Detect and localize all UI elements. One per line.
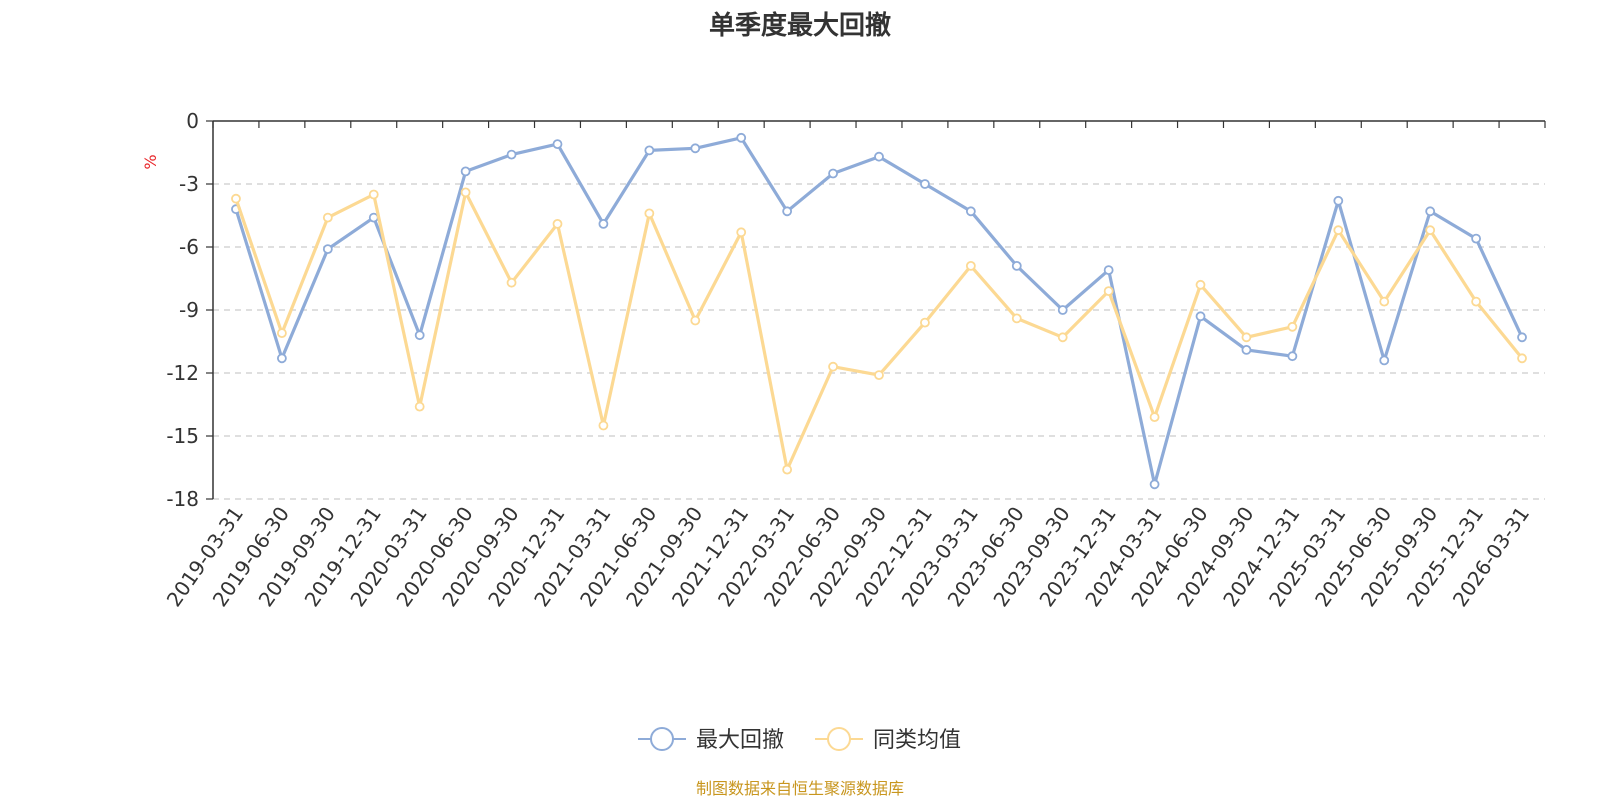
- data-point: [1425, 225, 1436, 236]
- y-tick-labels: 0 -3 -6 -9 -12 -15 -18: [166, 109, 199, 511]
- legend[interactable]: 最大回撤 同类均值: [638, 727, 961, 753]
- data-point: [506, 277, 517, 288]
- legend-marker: [650, 727, 674, 751]
- y-tick-label: -18: [166, 487, 199, 511]
- series-1: [231, 132, 1527, 490]
- data-point: [828, 361, 838, 372]
- data-point: [965, 206, 976, 217]
- source-note: 制图数据来自恒生聚源数据库: [696, 779, 904, 798]
- data-point: [1425, 206, 1436, 217]
- data-point: [1379, 296, 1390, 307]
- gridlines: [213, 183, 1545, 500]
- data-point: [1333, 195, 1344, 206]
- y-tick-label: -15: [166, 424, 199, 448]
- data-point: [920, 179, 930, 189]
- data-point: [1379, 355, 1390, 366]
- y-axis-unit: %: [141, 154, 160, 169]
- legend-item-2[interactable]: 同类均值: [815, 727, 961, 753]
- data-point: [460, 166, 471, 177]
- data-point: [1011, 313, 1022, 324]
- data-point: [1149, 479, 1160, 490]
- legend-marker: [827, 727, 851, 751]
- data-point: [965, 260, 976, 271]
- data-point: [1517, 332, 1527, 343]
- data-point: [736, 132, 747, 143]
- data-point: [322, 212, 333, 223]
- data-point: [782, 464, 793, 475]
- data-point: [1287, 351, 1298, 362]
- y-tick-label: -12: [166, 361, 199, 385]
- data-point: [1241, 332, 1252, 343]
- series-line: [234, 136, 1524, 486]
- x-tick-labels: 2019-03-312019-06-302019-09-302019-12-31…: [162, 502, 1534, 611]
- data-point: [1471, 296, 1482, 307]
- data-point: [1103, 265, 1114, 276]
- y-tick-label: -6: [179, 235, 199, 259]
- data-point: [920, 317, 930, 328]
- data-point: [1195, 311, 1206, 322]
- data-point: [231, 193, 241, 204]
- data-point: [1057, 305, 1068, 315]
- data-point: [1011, 260, 1022, 271]
- y-tick-label: -3: [179, 172, 199, 196]
- data-point: [736, 227, 747, 238]
- data-point: [1517, 353, 1527, 364]
- data-point: [874, 151, 884, 162]
- data-point: [598, 420, 609, 431]
- data-point: [368, 189, 379, 200]
- data-point: [414, 330, 425, 341]
- legend-item-1[interactable]: 最大回撤: [638, 727, 784, 753]
- series-2: [231, 187, 1527, 475]
- data-point: [1195, 279, 1206, 290]
- data-point: [552, 218, 563, 229]
- data-point: [644, 145, 655, 156]
- data-point: [1149, 412, 1160, 423]
- data-point: [1103, 286, 1114, 297]
- legend-label: 同类均值: [873, 728, 961, 753]
- data-point: [690, 143, 701, 154]
- axes: [206, 120, 1546, 500]
- data-point: [276, 353, 287, 364]
- data-point: [690, 315, 701, 326]
- data-point: [828, 168, 838, 179]
- data-point: [414, 401, 425, 412]
- data-point: [506, 149, 517, 160]
- data-point: [1287, 321, 1298, 332]
- y-tick-label: -9: [179, 298, 199, 322]
- data-point: [276, 328, 287, 339]
- data-point: [782, 206, 793, 217]
- data-point: [1057, 332, 1068, 343]
- series-group: [231, 132, 1527, 490]
- chart-title: 单季度最大回撤: [709, 10, 891, 41]
- data-point: [598, 218, 609, 229]
- data-point: [874, 370, 884, 381]
- data-point: [644, 208, 655, 219]
- data-point: [460, 187, 471, 198]
- data-point: [1333, 225, 1344, 236]
- y-tick-label: 0: [186, 109, 199, 133]
- data-point: [1471, 233, 1482, 244]
- legend-label: 最大回撤: [696, 728, 784, 753]
- data-point: [322, 244, 333, 255]
- data-point: [1241, 344, 1252, 355]
- data-point: [552, 139, 563, 150]
